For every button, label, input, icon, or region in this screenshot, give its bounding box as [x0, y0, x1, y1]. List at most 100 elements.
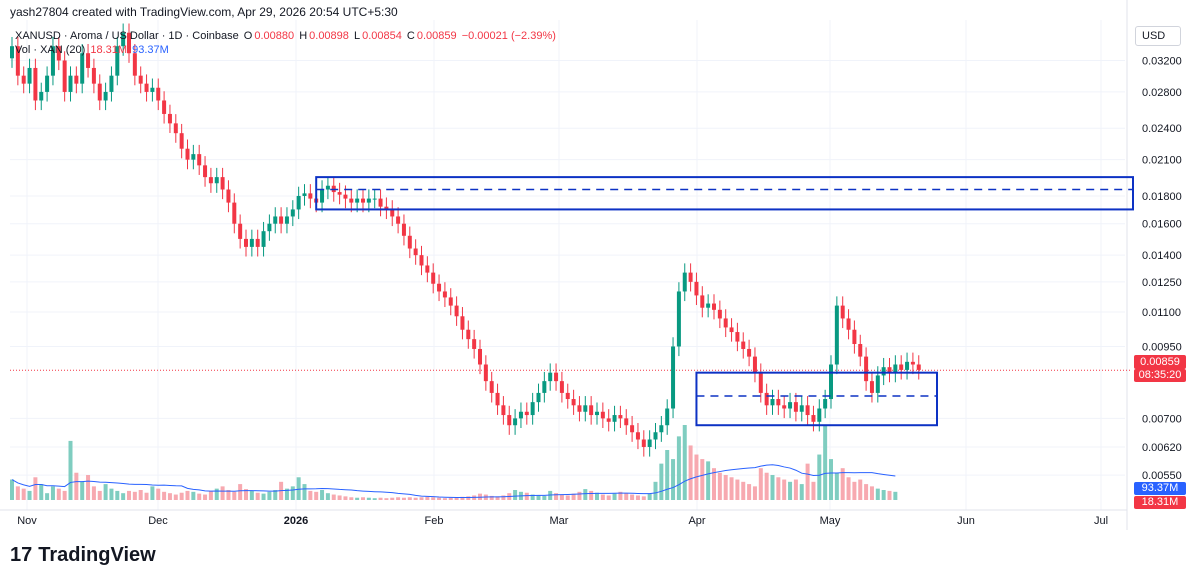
candle: [483, 364, 488, 382]
candle: [308, 193, 313, 199]
candle: [261, 231, 266, 247]
candle: [103, 91, 108, 101]
candle: [834, 305, 839, 365]
currency-selector[interactable]: USD: [1135, 26, 1181, 46]
volume-bar: [811, 481, 816, 500]
candle: [121, 32, 126, 47]
footer-brand[interactable]: 17 TradingView: [10, 544, 156, 567]
volume-bar: [448, 497, 453, 500]
volume-bar: [717, 472, 722, 500]
volume-bar: [782, 479, 787, 500]
low-value: 0.00854: [362, 30, 402, 42]
candle: [659, 425, 664, 433]
candle: [805, 405, 810, 416]
brand-name: TradingView: [38, 544, 156, 566]
candle: [635, 432, 640, 440]
volume-bar: [185, 490, 190, 500]
zone-box-2: [695, 371, 939, 427]
volume-bar: [869, 486, 874, 500]
candle: [554, 372, 559, 382]
volume-bar: [337, 495, 342, 500]
volume-bar: [875, 488, 880, 500]
candle: [337, 192, 342, 195]
candle: [45, 75, 50, 92]
candle: [203, 165, 208, 178]
candle: [858, 344, 863, 357]
candle: [214, 177, 219, 184]
volume-bar: [595, 492, 599, 500]
candle: [238, 223, 243, 239]
candle: [208, 177, 213, 184]
candle: [916, 364, 921, 370]
candle: [793, 402, 798, 412]
close-label: C: [406, 30, 415, 42]
candle: [875, 375, 880, 393]
legend-ohlc: XANUSD · Aroma / US Dollar · 1D · Coinba…: [15, 30, 558, 42]
candle: [682, 272, 687, 292]
close-value: 0.00859: [416, 30, 457, 42]
x-axis[interactable]: Nov Dec 2026 Feb Mar Apr May Jun Jul: [17, 515, 1108, 527]
candle: [811, 415, 816, 422]
annotations[interactable]: [315, 176, 1134, 427]
candle: [840, 305, 845, 319]
volume-bar: [788, 481, 793, 500]
candlestick-chart[interactable]: 0.03200 0.02800 0.02400 0.02100 0.01800 0.016…: [0, 0, 1200, 530]
y-tick-label: 0.02800: [1142, 87, 1182, 99]
volume-bar: [203, 494, 208, 500]
volume-bar: [33, 477, 38, 500]
candle: [577, 405, 582, 412]
candle: [752, 356, 757, 373]
x-tick-label: Jun: [957, 515, 975, 527]
candle: [589, 405, 594, 416]
symbol-title[interactable]: XANUSD · Aroma / US Dollar · 1D · Coinba…: [15, 30, 239, 42]
candle: [273, 216, 278, 224]
volume-bar: [431, 497, 436, 500]
candle: [524, 411, 529, 416]
volume-bar: [401, 497, 406, 500]
volume-bar: [39, 484, 44, 500]
volume-tag: 18.31M: [1134, 496, 1186, 509]
volume-bar: [138, 490, 143, 500]
volume-bar: [109, 488, 114, 500]
volume-value: 18.31M: [90, 44, 128, 56]
candles: [10, 23, 921, 457]
candle: [220, 177, 225, 190]
candle: [647, 439, 652, 447]
candle: [419, 255, 424, 266]
candle: [530, 402, 535, 416]
change-value: −0.00021 (−2.39%): [461, 30, 556, 42]
volume-bar: [331, 494, 336, 500]
candle: [571, 399, 576, 406]
x-tick-label: May: [820, 515, 841, 527]
volume-bar: [770, 475, 775, 500]
volume-bar: [103, 484, 108, 500]
candle: [401, 223, 406, 236]
chart-area[interactable]: 0.03200 0.02800 0.02400 0.02100 0.01800 0.016…: [0, 0, 1200, 530]
volume-bar: [314, 491, 319, 500]
volume-label[interactable]: Vol · XAN (20): [15, 44, 86, 56]
candle: [191, 154, 196, 160]
candle: [150, 87, 155, 92]
candle: [302, 193, 307, 196]
candle: [583, 405, 588, 412]
volume-bar: [618, 491, 623, 500]
volume-bar: [624, 493, 629, 500]
candle: [712, 303, 716, 310]
y-axis[interactable]: 0.03200 0.02800 0.02400 0.02100 0.01800 0.016…: [1142, 55, 1182, 482]
volume-bar: [255, 492, 260, 500]
volume-bar: [747, 484, 752, 500]
candle: [852, 329, 857, 345]
y-tick-label: 0.01250: [1142, 277, 1182, 289]
candle: [630, 425, 635, 433]
volume-bar: [121, 493, 126, 500]
x-tick-label: Jul: [1094, 515, 1108, 527]
candle: [729, 327, 734, 333]
volume-bar: [554, 493, 559, 500]
candle: [425, 265, 430, 273]
volume-bar: [460, 496, 465, 500]
volume-bar: [495, 496, 500, 500]
candle: [244, 238, 248, 247]
candle: [384, 206, 389, 210]
candle: [132, 53, 137, 76]
volume-bar: [390, 497, 395, 500]
